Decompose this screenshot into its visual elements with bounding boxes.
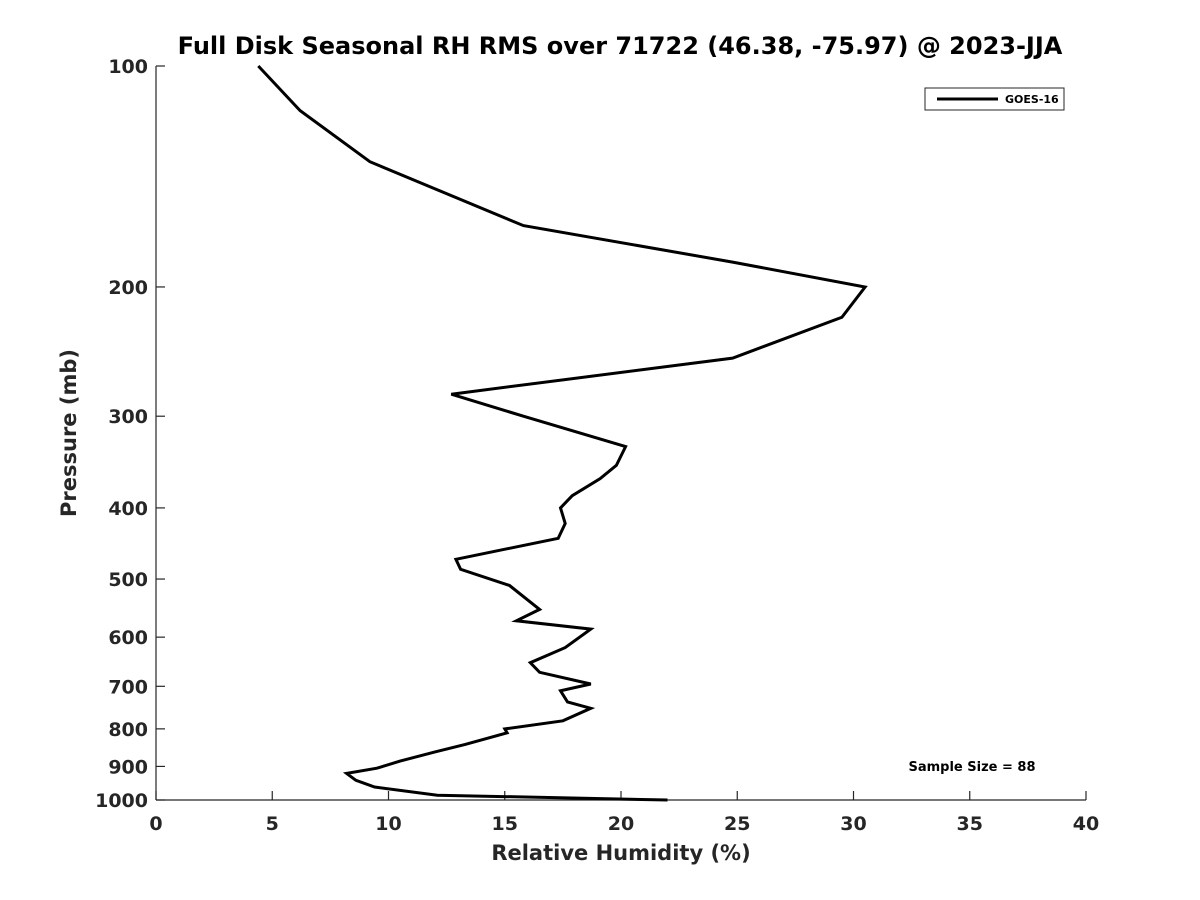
- chart-title: Full Disk Seasonal RH RMS over 71722 (46…: [178, 32, 1063, 60]
- x-tick-label: 15: [492, 813, 518, 835]
- x-axis-label: Relative Humidity (%): [491, 841, 750, 865]
- y-tick-label: 900: [108, 756, 148, 778]
- y-tick-label: 800: [108, 719, 148, 741]
- y-axis-label: Pressure (mb): [57, 349, 81, 517]
- x-ticks: 0 5 10 15 20 25 30 35 40: [149, 791, 1099, 835]
- y-tick-label: 400: [108, 498, 148, 520]
- x-tick-label: 5: [266, 813, 279, 835]
- series-line-goes-16: [257, 64, 868, 802]
- x-tick-label: 35: [957, 813, 983, 835]
- y-tick-label: 500: [108, 569, 148, 591]
- y-tick-label: 100: [108, 56, 148, 78]
- legend-entry-label: GOES-16: [1005, 93, 1059, 106]
- x-tick-label: 30: [840, 813, 866, 835]
- legend: GOES-16: [924, 87, 1065, 111]
- y-tick-label: 1000: [95, 790, 148, 812]
- y-tick-label: 200: [108, 277, 148, 299]
- y-tick-label: 300: [108, 406, 148, 428]
- sample-size-annotation: Sample Size = 88: [908, 760, 1035, 775]
- y-ticks: 100 200 300 400 500 600 700 800 900 1000: [95, 56, 165, 812]
- x-tick-label: 10: [375, 813, 401, 835]
- y-tick-label: 700: [108, 676, 148, 698]
- x-tick-label: 25: [724, 813, 750, 835]
- x-tick-label: 20: [608, 813, 634, 835]
- x-tick-label: 40: [1073, 813, 1099, 835]
- y-tick-label: 600: [108, 627, 148, 649]
- x-tick-label: 0: [149, 813, 162, 835]
